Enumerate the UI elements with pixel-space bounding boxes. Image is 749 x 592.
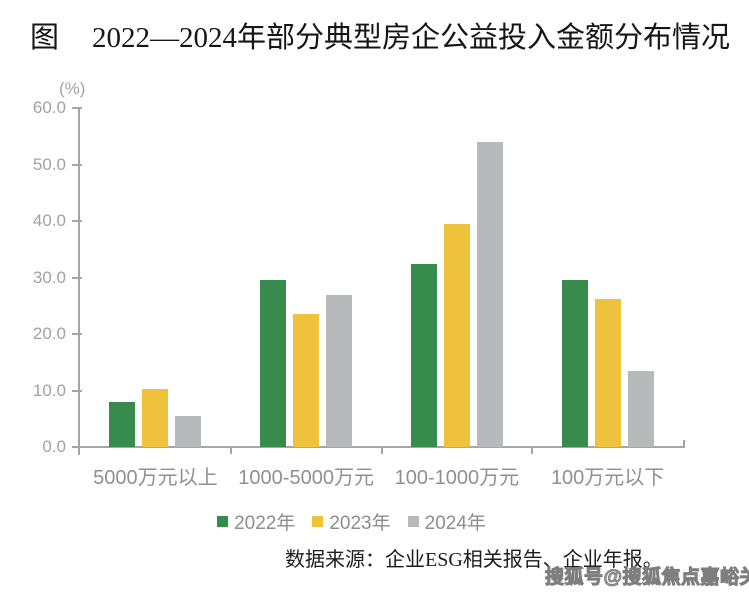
category-label: 1000-5000万元 bbox=[238, 467, 374, 489]
bar-group bbox=[382, 108, 533, 447]
bar-2024年 bbox=[476, 142, 503, 447]
category-label: 5000万元以上 bbox=[93, 467, 218, 489]
y-axis-tick-label: 30.0 bbox=[32, 267, 66, 287]
bar-2024年 bbox=[627, 371, 654, 447]
bar-2022年 bbox=[410, 264, 437, 447]
bar-2024年 bbox=[326, 295, 353, 447]
chart-title: 图 2022—2024年部分典型房企公益投入金额分布情况 bbox=[30, 14, 730, 56]
bar-2023年 bbox=[293, 314, 320, 447]
legend-item: 2023年 bbox=[312, 508, 391, 535]
y-axis-tick bbox=[72, 389, 82, 392]
y-axis-tick bbox=[72, 220, 82, 222]
legend: 2022年 2023年 2024年 bbox=[0, 508, 703, 535]
category-label: 100万元以下 bbox=[550, 467, 665, 489]
y-axis-tick-label: 10.0 bbox=[32, 380, 66, 400]
y-axis-tick bbox=[72, 163, 82, 166]
watermark-text: 搜狐号@搜狐焦点嘉峪关站 bbox=[545, 567, 749, 589]
legend-item: 2022年 bbox=[217, 508, 295, 535]
legend-label: 2022年 bbox=[234, 513, 296, 534]
y-axis-tick-label: 0.0 bbox=[42, 437, 66, 456]
y-axis-tick-label: 40.0 bbox=[32, 211, 66, 230]
legend-swatch bbox=[407, 516, 419, 527]
y-axis-tick-label: 60.0 bbox=[32, 98, 66, 117]
bar-2023年 bbox=[142, 389, 169, 447]
bar-2024年 bbox=[175, 416, 202, 447]
bar-2023年 bbox=[594, 299, 621, 447]
y-axis-tick bbox=[72, 107, 82, 109]
x-axis-category-labels: 5000万元以上 1000-5000万元 100-1000万元 100万元以下 bbox=[80, 461, 683, 490]
legend-item: 2024年 bbox=[407, 508, 486, 535]
bar-group bbox=[80, 108, 231, 447]
bar-2023年 bbox=[443, 224, 470, 447]
bar-2022年 bbox=[260, 280, 287, 447]
y-axis-tick-label: 20.0 bbox=[32, 324, 66, 343]
y-axis-tick bbox=[72, 446, 82, 448]
y-axis-tick-label: 50.0 bbox=[32, 154, 66, 174]
chart-title-text: 2022—2024年部分典型房企公益投入金额分布情况 bbox=[92, 22, 731, 54]
legend-label: 2023年 bbox=[329, 513, 391, 534]
bar-group bbox=[231, 108, 382, 447]
bar-2022年 bbox=[109, 402, 136, 447]
legend-swatch bbox=[217, 516, 229, 527]
legend-swatch bbox=[312, 516, 324, 527]
bar-2022年 bbox=[561, 280, 588, 447]
data-source-note: 数据来源：企业ESG相关报告、企业年报。 bbox=[285, 549, 663, 571]
category-label: 100-1000万元 bbox=[394, 467, 520, 489]
bar-group bbox=[532, 108, 683, 447]
y-axis-tick bbox=[72, 276, 82, 279]
y-axis-tick bbox=[72, 333, 82, 335]
legend-label: 2024年 bbox=[424, 513, 486, 534]
x-axis-end-tick bbox=[683, 440, 685, 448]
x-axis-tick bbox=[381, 446, 383, 454]
x-axis-tick bbox=[230, 446, 232, 454]
x-axis-tick bbox=[531, 446, 533, 454]
y-axis-line bbox=[78, 108, 80, 455]
chart-title-prefix: 图 bbox=[30, 22, 60, 54]
plot-area bbox=[80, 108, 683, 447]
y-axis-unit-label: (%) bbox=[59, 79, 86, 98]
